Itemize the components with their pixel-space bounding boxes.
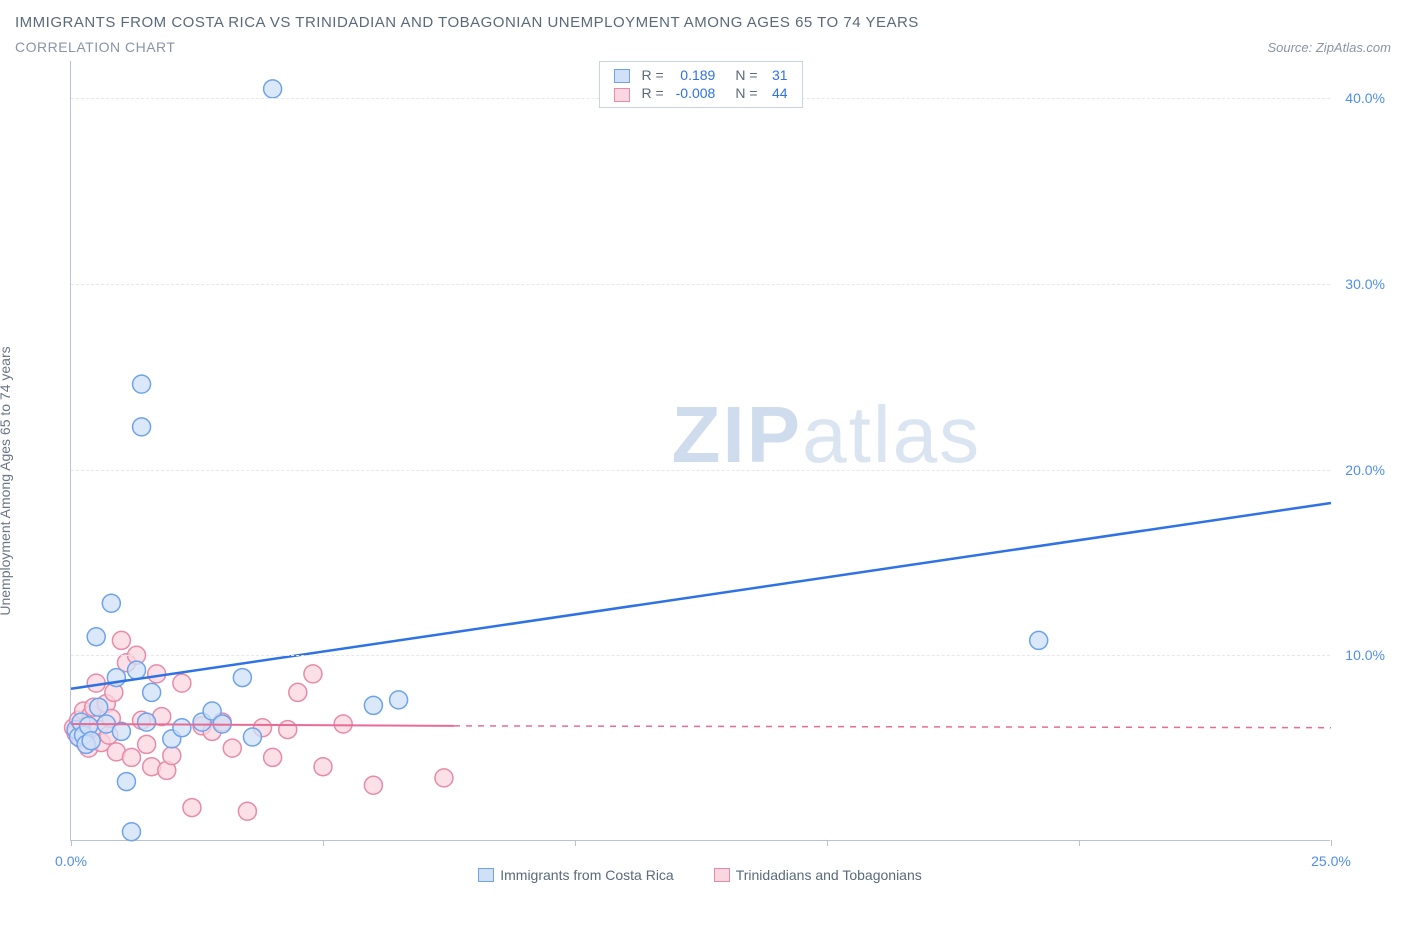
legend-label-pink: Trinidadians and Tobagonians [736, 867, 922, 883]
scatter-point-pink [279, 721, 297, 739]
scatter-point-pink [364, 776, 382, 794]
page-title: IMMIGRANTS FROM COSTA RICA VS TRINIDADIA… [15, 14, 1391, 31]
x-tick [71, 840, 72, 846]
scatter-point-blue [390, 691, 408, 709]
scatter-point-blue [133, 375, 151, 393]
y-tick-label: 20.0% [1345, 462, 1385, 478]
gridline [71, 470, 1330, 471]
legend-swatch-blue [613, 69, 629, 83]
scatter-point-blue [364, 696, 382, 714]
trendline-blue [71, 503, 1331, 689]
source-label: Source: ZipAtlas.com [1267, 40, 1391, 55]
scatter-point-pink [148, 665, 166, 683]
r-value-pink: -0.008 [670, 84, 722, 102]
legend-stats-box: R = 0.189 N = 31 R = -0.008 N = 44 [598, 61, 802, 108]
x-tick [1079, 840, 1080, 846]
y-tick-label: 40.0% [1345, 90, 1385, 106]
subtitle: CORRELATION CHART [15, 39, 175, 55]
plot-svg [71, 61, 1330, 840]
scatter-point-blue [87, 628, 105, 646]
scatter-point-blue [143, 683, 161, 701]
scatter-point-blue [233, 669, 251, 687]
scatter-point-pink [223, 739, 241, 757]
legend-swatch-pink [714, 868, 730, 882]
scatter-point-pink [138, 735, 156, 753]
scatter-point-blue [133, 418, 151, 436]
legend-bottom: Immigrants from Costa Rica Trinidadians … [70, 867, 1330, 883]
n-value-pink: 44 [764, 84, 794, 102]
r-value-blue: 0.189 [670, 66, 722, 84]
x-tick [827, 840, 828, 846]
legend-label-blue: Immigrants from Costa Rica [500, 867, 673, 883]
scatter-point-pink [112, 631, 130, 649]
gridline [71, 655, 1330, 656]
scatter-point-blue [138, 713, 156, 731]
n-value-blue: 31 [764, 66, 794, 84]
legend-stats-row-blue: R = 0.189 N = 31 [607, 66, 793, 84]
legend-stats-row-pink: R = -0.008 N = 44 [607, 84, 793, 102]
scatter-point-pink [163, 747, 181, 765]
scatter-point-blue [90, 698, 108, 716]
source-name: ZipAtlas.com [1316, 40, 1391, 55]
scatter-point-pink [122, 748, 140, 766]
y-axis-label: Unemployment Among Ages 65 to 74 years [0, 346, 13, 615]
scatter-point-pink [304, 665, 322, 683]
x-tick [323, 840, 324, 846]
y-tick-label: 10.0% [1345, 647, 1385, 663]
trendline-pink-dash [454, 726, 1331, 728]
n-label: N = [721, 84, 763, 102]
legend-item-blue: Immigrants from Costa Rica [478, 867, 673, 883]
x-tick [575, 840, 576, 846]
scatter-point-blue [243, 728, 261, 746]
subtitle-row: CORRELATION CHART Source: ZipAtlas.com [15, 39, 1391, 55]
legend-item-pink: Trinidadians and Tobagonians [714, 867, 922, 883]
y-tick-label: 30.0% [1345, 276, 1385, 292]
scatter-point-pink [264, 748, 282, 766]
scatter-point-pink [314, 758, 332, 776]
scatter-point-blue [117, 773, 135, 791]
n-label: N = [721, 66, 763, 84]
scatter-point-blue [122, 823, 140, 841]
gridline [71, 284, 1330, 285]
r-label: R = [635, 84, 669, 102]
plot-area: ZIPatlas R = 0.189 N = 31 R = -0.008 N =… [70, 61, 1330, 841]
chart-container: Unemployment Among Ages 65 to 74 years Z… [15, 61, 1391, 901]
scatter-point-pink [435, 769, 453, 787]
x-tick [1331, 840, 1332, 846]
scatter-point-pink [183, 799, 201, 817]
scatter-point-pink [289, 683, 307, 701]
r-label: R = [635, 66, 669, 84]
scatter-point-blue [102, 594, 120, 612]
scatter-point-pink [238, 802, 256, 820]
scatter-point-blue [128, 661, 146, 679]
scatter-point-blue [173, 719, 191, 737]
scatter-point-blue [264, 80, 282, 98]
scatter-point-blue [82, 732, 100, 750]
scatter-point-pink [173, 674, 191, 692]
scatter-point-blue [1030, 631, 1048, 649]
source-prefix: Source: [1267, 40, 1315, 55]
legend-swatch-pink [613, 88, 629, 102]
legend-swatch-blue [478, 868, 494, 882]
scatter-point-pink [334, 715, 352, 733]
